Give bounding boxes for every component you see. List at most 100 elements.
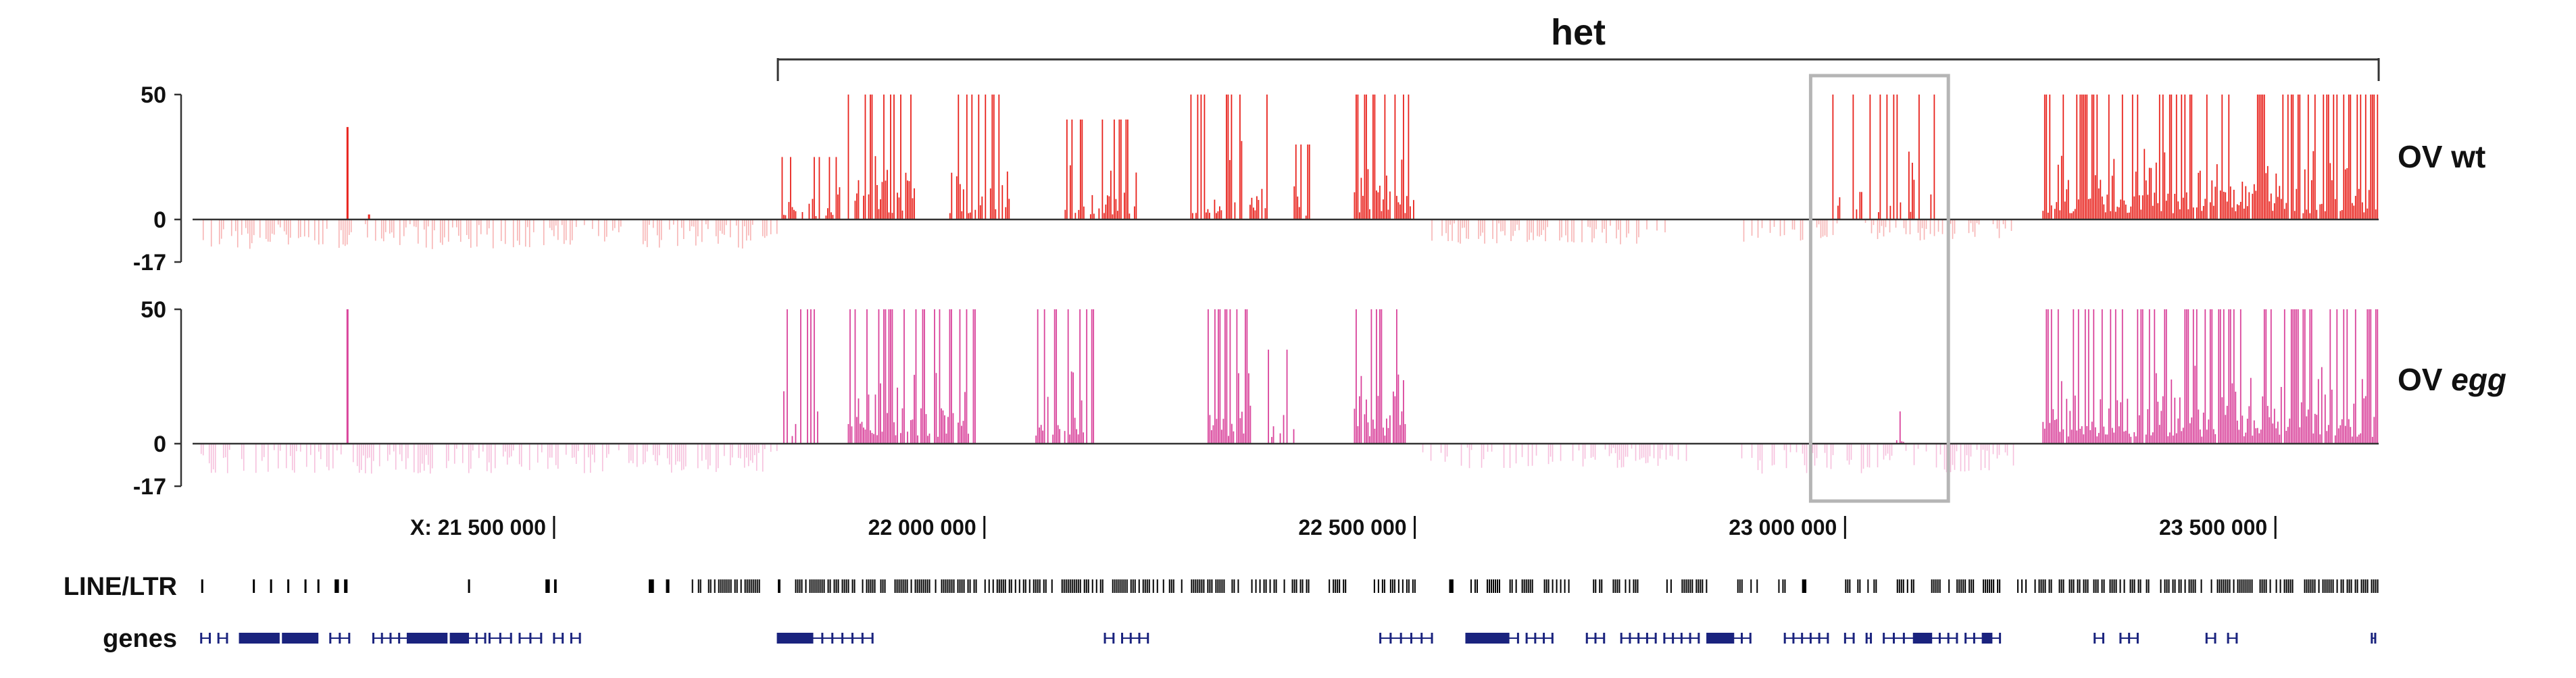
repeat-element [1494, 579, 1496, 593]
repeat-element [1195, 579, 1197, 593]
x-tick-label: X: 21 500 000 [410, 515, 546, 540]
repeat-element [2306, 579, 2308, 593]
repeat-element [2060, 579, 2062, 593]
repeat-element [1051, 579, 1053, 593]
gene-exon [1947, 633, 1950, 644]
repeat-element [2077, 579, 2079, 593]
gene-exon [398, 633, 401, 644]
repeat-element [2350, 579, 2352, 593]
repeat-element [817, 579, 819, 593]
repeat-element [835, 579, 837, 593]
repeat-element [1231, 579, 1233, 593]
repeat-element [2354, 579, 2356, 593]
track-ov-egg: 50 0 -17 OV egg [133, 297, 2506, 500]
gene-exon [1104, 633, 1106, 644]
repeat-element [1302, 579, 1304, 593]
repeat-element [1449, 579, 1454, 593]
gene-exon [570, 633, 572, 644]
repeat-element [1077, 579, 1079, 593]
repeat-element [2223, 579, 2225, 593]
repeat-element [1008, 579, 1010, 593]
repeat-element [1101, 579, 1104, 593]
repeat-element [1237, 579, 1239, 593]
repeat-element [910, 579, 912, 593]
repeat-element [201, 579, 203, 593]
repeat-element [1156, 579, 1158, 593]
genes-label: genes [103, 625, 177, 653]
gene-exon [2102, 633, 2104, 644]
repeat-element [2111, 579, 2113, 593]
repeat-element [2058, 579, 2060, 593]
repeat-element [1985, 579, 1987, 593]
repeat-element [1700, 579, 1702, 593]
repeat-element [1087, 579, 1089, 593]
repeat-element [746, 579, 748, 593]
repeat-element [2247, 579, 2249, 593]
repeat-element [1527, 579, 1529, 593]
repeat-element [2083, 579, 2085, 593]
repeat-element [815, 579, 817, 593]
gene-exon [1672, 633, 1675, 644]
repeat-element [2071, 579, 2073, 593]
repeat-element [1393, 579, 1395, 593]
gene-exon [1629, 633, 1631, 644]
repeat-element [1486, 579, 1488, 593]
gene-exon [389, 633, 392, 644]
repeat-element [2131, 579, 2133, 593]
repeat-element [2340, 579, 2342, 593]
repeat-element [896, 579, 898, 593]
repeat-element [853, 579, 856, 593]
gene-exon [1741, 633, 1743, 644]
gene-exon [1973, 633, 1975, 644]
repeat-element [2241, 579, 2243, 593]
repeat-element [1666, 579, 1668, 593]
repeat-element [894, 579, 896, 593]
repeat-element [1490, 579, 1492, 593]
repeat-element [2042, 579, 2044, 593]
repeat-element [253, 579, 255, 593]
repeat-element [2044, 579, 2046, 593]
gene-exon [1525, 633, 1528, 644]
repeat-element [1152, 579, 1154, 593]
repeat-element [1061, 579, 1063, 593]
repeat-element [992, 579, 994, 593]
repeat-element [2050, 579, 2052, 593]
repeat-element [1389, 579, 1391, 593]
repeat-element [823, 579, 825, 593]
gene-exon [1410, 633, 1412, 644]
gene-exon [841, 633, 844, 644]
repeat-element [1556, 579, 1558, 593]
gene-exon [1389, 633, 1392, 644]
repeat-element [2095, 579, 2097, 593]
ov-egg-ytick-neg17: -17 [133, 474, 166, 500]
repeat-element [847, 579, 849, 593]
repeat-element [1601, 579, 1603, 593]
repeat-element [2219, 579, 2221, 593]
repeat-element [2318, 579, 2320, 593]
repeat-element [916, 579, 918, 593]
repeat-element [1492, 579, 1494, 593]
repeat-element [1223, 579, 1225, 593]
repeat-element [1849, 579, 1851, 593]
repeat-element [2040, 579, 2042, 593]
repeat-element [1406, 579, 1408, 593]
repeat-element [945, 579, 947, 593]
repeat-element [963, 579, 965, 593]
repeat-element [666, 579, 670, 593]
gene-exon [1902, 633, 1905, 644]
repeat-element [843, 579, 845, 593]
repeat-element [287, 579, 290, 593]
repeat-element [868, 579, 870, 593]
repeat-element [758, 579, 760, 593]
repeat-element [1099, 579, 1101, 593]
repeat-element [2164, 579, 2166, 593]
repeat-element [1142, 579, 1144, 593]
repeat-element [2109, 579, 2111, 593]
repeat-element [1071, 579, 1073, 593]
gene-exon [851, 633, 853, 644]
repeat-element [2093, 579, 2095, 593]
repeat-element [2174, 579, 2176, 593]
repeat-element [1181, 579, 1183, 593]
repeat-element [730, 579, 732, 593]
repeat-element [2324, 579, 2326, 593]
